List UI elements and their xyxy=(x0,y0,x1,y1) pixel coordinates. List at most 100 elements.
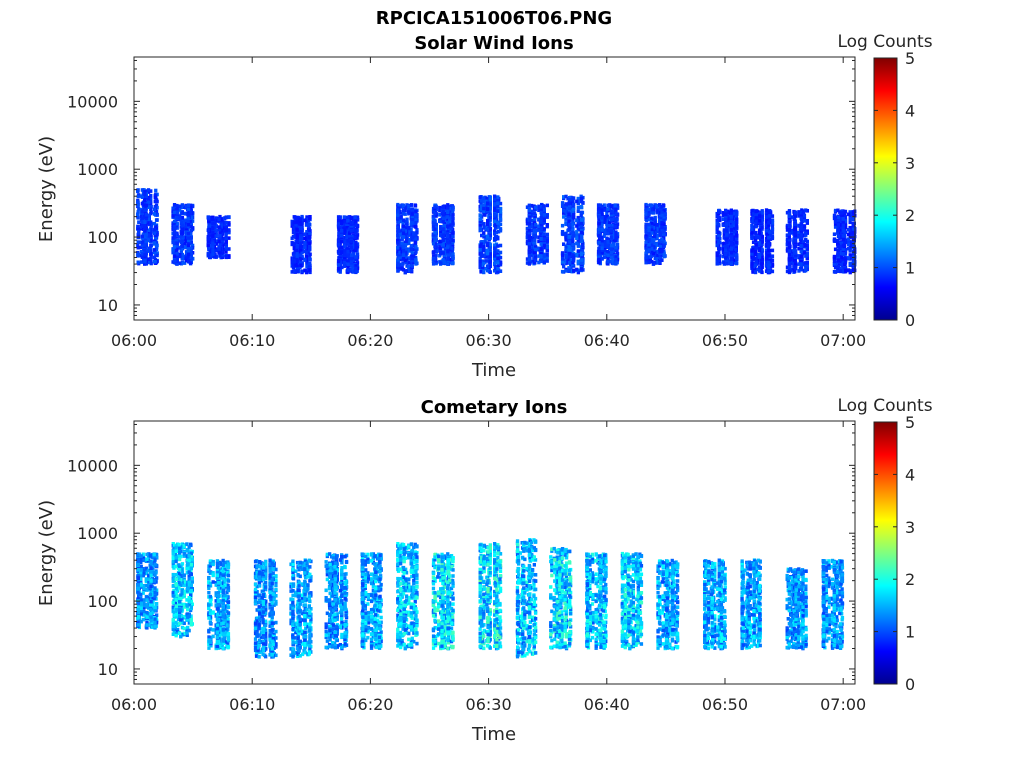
heatmap-cell xyxy=(183,211,187,216)
heatmap-cell xyxy=(188,252,193,257)
heatmap-cell xyxy=(542,243,546,248)
heatmap-cell xyxy=(172,226,177,231)
heatmap-cell xyxy=(346,255,350,259)
heatmap-cell xyxy=(175,232,179,237)
heatmap-cell xyxy=(729,246,733,251)
heatmap-cell xyxy=(539,254,543,258)
heatmap-cell xyxy=(208,250,212,254)
heatmap-cell xyxy=(154,245,159,250)
heatmap-cell xyxy=(396,265,400,270)
heatmap-cell xyxy=(227,228,231,232)
heatmap-cell xyxy=(188,205,193,210)
heatmap-cell xyxy=(415,230,419,235)
heatmap-cell xyxy=(496,244,500,248)
heatmap-cell xyxy=(410,212,414,216)
heatmap-cell xyxy=(568,206,572,210)
heatmap-cell xyxy=(609,204,614,209)
heatmap-cell xyxy=(336,259,341,263)
heatmap-cell xyxy=(178,254,182,259)
heatmap-cell xyxy=(345,226,349,230)
heatmap-cell xyxy=(173,241,177,245)
heatmap-cell xyxy=(136,203,140,208)
heatmap-cell xyxy=(348,234,352,238)
heatmap-cell xyxy=(403,258,407,263)
heatmap-cell xyxy=(400,262,404,267)
heatmap-cell xyxy=(482,196,486,200)
heatmap-cell xyxy=(527,234,531,238)
heatmap-cell xyxy=(493,254,497,258)
heatmap-cell xyxy=(342,259,346,263)
heatmap-cell xyxy=(545,259,549,263)
heatmap-cell xyxy=(446,215,450,219)
heatmap-cell xyxy=(140,252,144,256)
heatmap-cell xyxy=(211,230,215,235)
heatmap-cell xyxy=(414,218,418,222)
heatmap-cell xyxy=(338,215,342,219)
heatmap-cell xyxy=(155,251,159,255)
heatmap-cell xyxy=(482,261,486,266)
heatmap-cell xyxy=(347,224,351,229)
heatmap-cell xyxy=(137,220,141,224)
heatmap-cell xyxy=(340,234,344,238)
heatmap-cell xyxy=(355,229,359,233)
heatmap-cell xyxy=(340,219,344,223)
heatmap-cell xyxy=(534,247,538,252)
heatmap-cell xyxy=(431,262,436,266)
heatmap-cell xyxy=(304,223,309,227)
heatmap-cell xyxy=(299,217,303,222)
heatmap-cell xyxy=(152,255,157,260)
heatmap-cell xyxy=(348,236,352,241)
heatmap-cell xyxy=(545,249,549,253)
heatmap-cell xyxy=(579,218,583,222)
heatmap-cell xyxy=(354,246,358,251)
heatmap-cell xyxy=(539,216,543,220)
heatmap-cell xyxy=(153,233,157,238)
heatmap-cell xyxy=(183,261,187,265)
heatmap-cell xyxy=(175,247,179,252)
heatmap-cell xyxy=(414,225,418,229)
heatmap-cell xyxy=(144,206,148,210)
heatmap-cell xyxy=(152,241,157,245)
heatmap-cell xyxy=(355,215,360,220)
heatmap-cell xyxy=(398,210,402,214)
heatmap-cell xyxy=(143,262,147,266)
heatmap-cell xyxy=(171,214,175,218)
heatmap-cell xyxy=(348,231,352,235)
heatmap-cell xyxy=(575,199,579,204)
heatmap-cell xyxy=(545,203,549,208)
heatmap-cell xyxy=(142,188,146,192)
heatmap-cell xyxy=(345,242,349,246)
heatmap-cell xyxy=(175,215,179,220)
heatmap-cell xyxy=(354,240,358,245)
heatmap-cell xyxy=(353,229,357,233)
heatmap-cell xyxy=(291,265,296,270)
heatmap-cell xyxy=(146,190,151,194)
heatmap-cell xyxy=(299,234,303,238)
heatmap-cell xyxy=(299,222,303,227)
heatmap-cell xyxy=(482,231,486,235)
heatmap-cell xyxy=(614,260,618,265)
heatmap-cell xyxy=(575,230,579,234)
heatmap-cell xyxy=(217,225,221,229)
heatmap-cell xyxy=(299,247,303,252)
heatmap-cell xyxy=(446,245,450,249)
heatmap-cell xyxy=(534,229,538,233)
heatmap-cell xyxy=(396,208,400,212)
heatmap-cell xyxy=(413,256,418,260)
heatmap-cell xyxy=(140,224,144,228)
heatmap-cell xyxy=(403,251,407,256)
heatmap-cell xyxy=(597,240,601,245)
heatmap-cell xyxy=(178,235,182,239)
heatmap-cell xyxy=(336,263,341,267)
heatmap-cell xyxy=(451,213,455,217)
heatmap-cell xyxy=(532,250,537,255)
heatmap-cell xyxy=(614,230,618,234)
heatmap-cell xyxy=(149,210,153,215)
heatmap-cell xyxy=(446,234,450,239)
heatmap-cell xyxy=(403,243,407,247)
heatmap-cell xyxy=(342,231,346,235)
heatmap-cell xyxy=(410,218,414,222)
heatmap-cell xyxy=(431,221,436,226)
heatmap-cell xyxy=(412,247,416,252)
heatmap-cell xyxy=(155,230,159,235)
